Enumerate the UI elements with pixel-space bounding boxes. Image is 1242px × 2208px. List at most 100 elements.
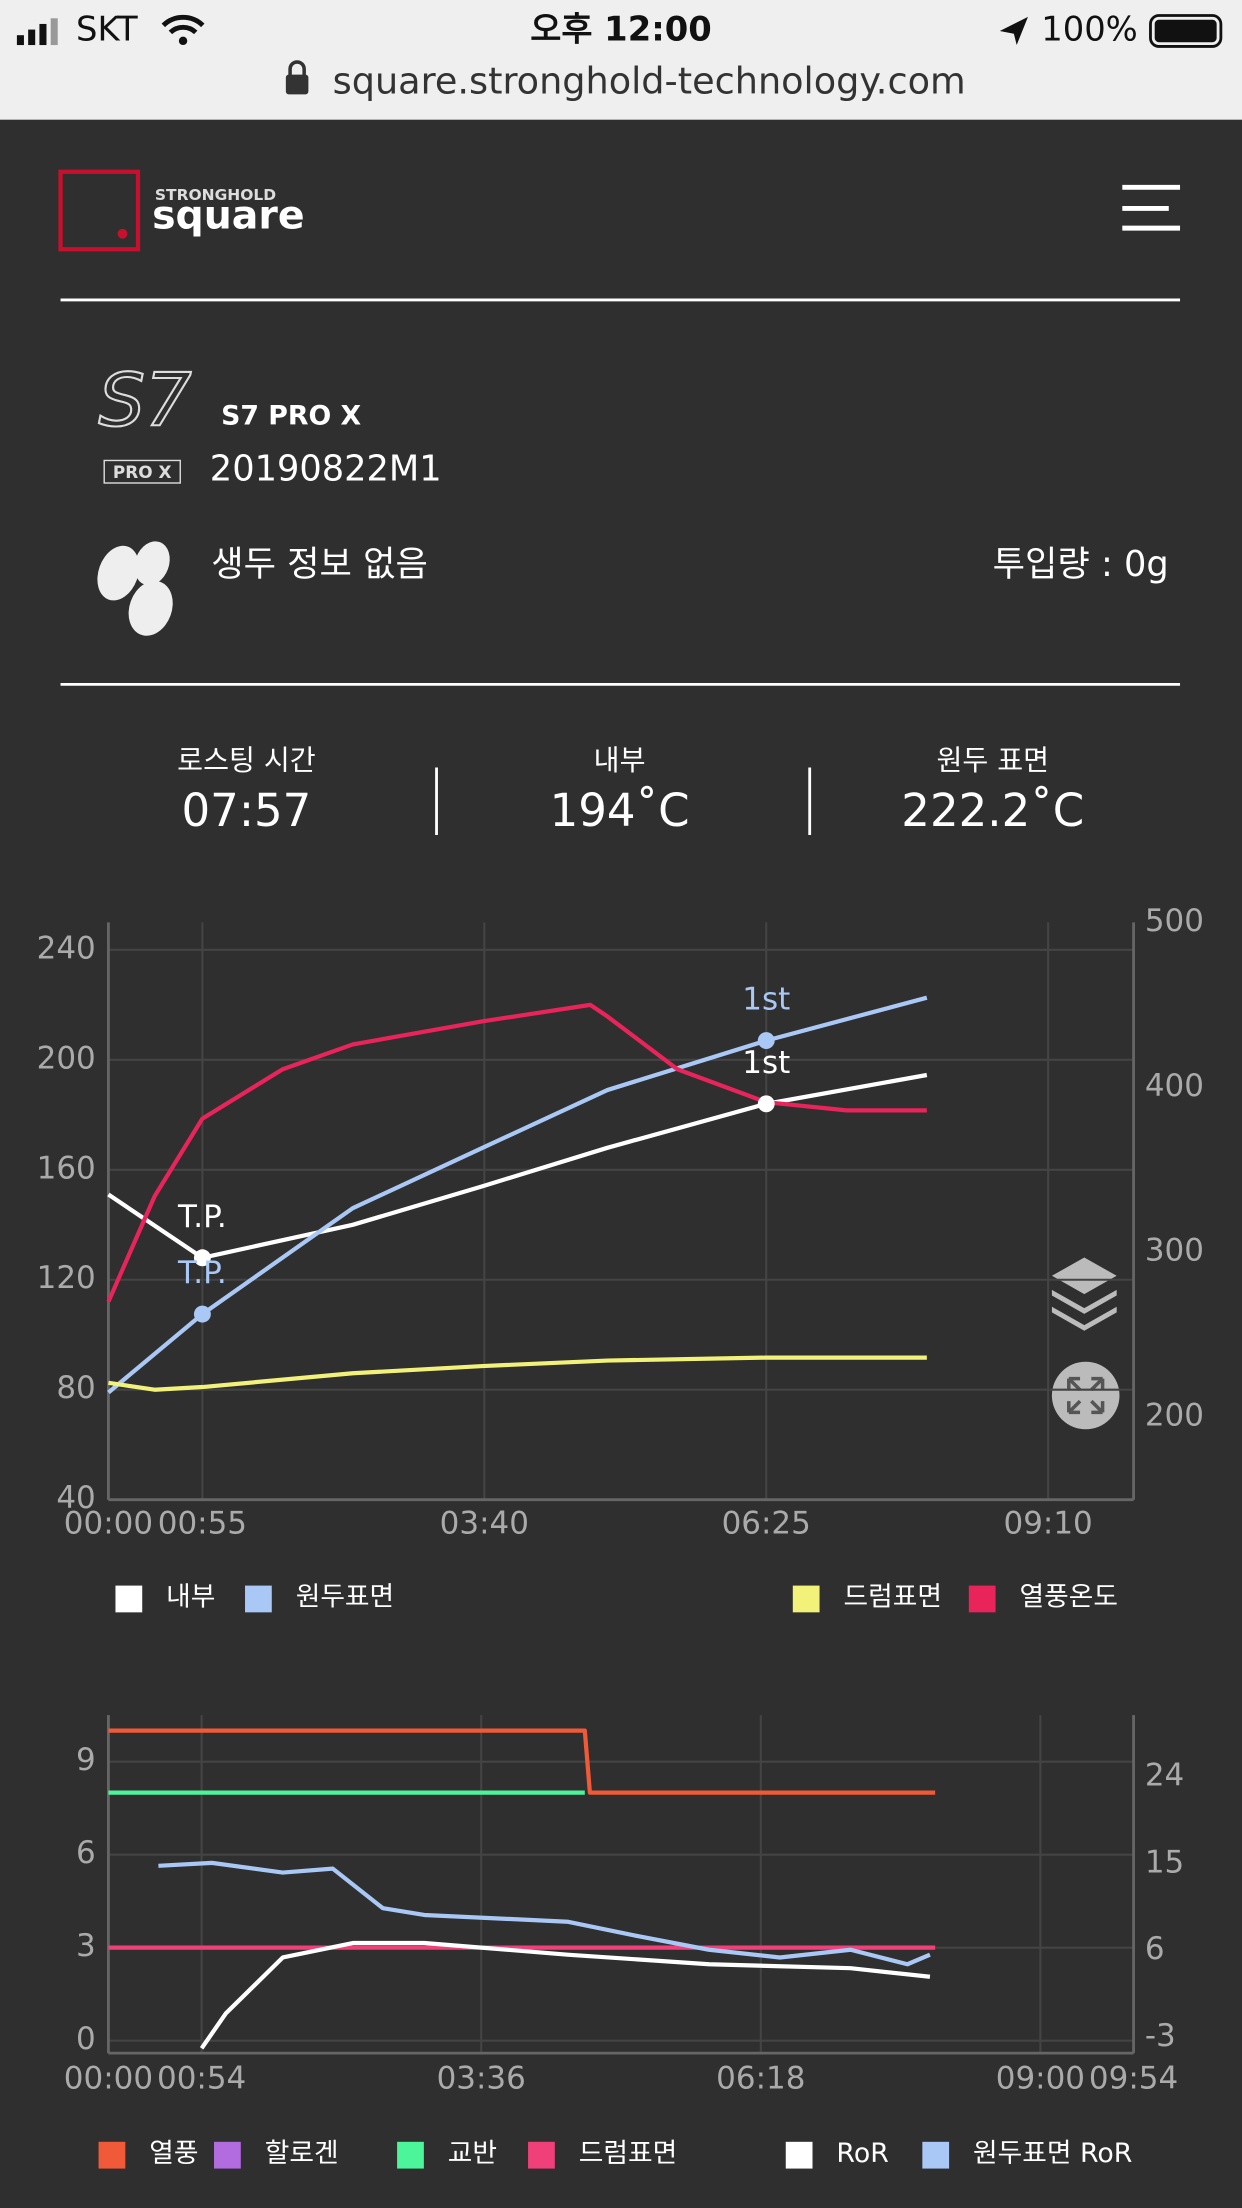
- annotation-marker: [193, 1249, 211, 1267]
- brand: square: [152, 193, 304, 239]
- device-serial: 20190822M1: [210, 448, 442, 489]
- y2-tick-label: 500: [1145, 903, 1204, 939]
- legend-label: 열풍: [149, 2138, 198, 2169]
- y-tick-label: 3: [76, 1928, 96, 1964]
- legend-label: 드럼표면: [843, 1582, 941, 1613]
- device-model: S7 PRO X: [221, 400, 361, 431]
- series-line: [108, 1355, 927, 1392]
- annotation-marker: [193, 1305, 211, 1323]
- stat-label: 로스팅 시간: [177, 744, 315, 777]
- y-tick-label: 6: [76, 1835, 96, 1871]
- annotation-label: T.P.: [177, 1255, 227, 1291]
- bean-info: 생두 정보 없음: [211, 544, 428, 585]
- battery-icon: [1149, 14, 1223, 48]
- legend-swatch: [528, 2141, 555, 2169]
- x-tick-label: 06:18: [716, 2060, 805, 2096]
- battery-percent: 100%: [1041, 9, 1138, 48]
- x-tick-label: 00:54: [157, 2060, 246, 2096]
- legend-label: RoR: [836, 2138, 888, 2169]
- series-line: [158, 1860, 931, 1967]
- y-tick-label: 160: [37, 1150, 96, 1186]
- carrier: SKT: [76, 9, 138, 48]
- y-tick-label: 120: [37, 1260, 96, 1296]
- legend-swatch: [922, 2141, 950, 2169]
- bean-icon: [97, 541, 173, 636]
- legend-swatch: [214, 2141, 241, 2169]
- stat-label: 원두 표면: [936, 744, 1049, 777]
- fullscreen-glyph: [1067, 1376, 1105, 1415]
- legend-swatch: [397, 2141, 424, 2169]
- x-tick-label: 03:40: [440, 1506, 529, 1542]
- device-logo: S7: [99, 359, 192, 444]
- menu-icon[interactable]: [1122, 184, 1181, 231]
- lock-icon: [285, 74, 309, 95]
- status-bar: [0, 0, 1242, 120]
- y-tick-label: 0: [76, 2021, 96, 2057]
- y-tick-label: 40: [56, 1480, 95, 1516]
- x-tick-label: 09:54: [1089, 2060, 1178, 2096]
- x-tick-label: 00:00: [64, 2060, 153, 2096]
- battery-level: [1154, 19, 1217, 43]
- signal-icon: [16, 18, 58, 46]
- logo-sub-box: [103, 459, 181, 484]
- legend-swatch: [98, 2141, 126, 2169]
- stat-value: 07:57: [182, 784, 312, 837]
- y2-tick-label: 15: [1145, 1844, 1184, 1880]
- legend-label: 할로겐: [265, 2138, 339, 2169]
- y-tick-label: 80: [56, 1370, 95, 1406]
- location-icon: [999, 16, 1028, 46]
- legend-swatch: [245, 1585, 272, 1613]
- y2-tick-label: 200: [1145, 1398, 1204, 1434]
- y2-tick-label: 24: [1145, 1757, 1184, 1793]
- series-line: [106, 1002, 927, 1303]
- y2-tick-label: 400: [1145, 1068, 1204, 1104]
- y-tick-label: 9: [76, 1742, 96, 1778]
- legend-swatch: [792, 1585, 820, 1613]
- bean-input: 투입량 : 0g: [993, 544, 1169, 585]
- stat-value: 222.2˚C: [901, 784, 1084, 837]
- legend-label: 원두표면 RoR: [973, 2138, 1132, 2169]
- lock-shackle: [288, 60, 306, 77]
- y2-tick-label: -3: [1145, 2018, 1176, 2054]
- legend-label: 열풍온도: [1020, 1582, 1118, 1613]
- logo-dot: [117, 228, 128, 239]
- clock: 오후 12:00: [530, 9, 711, 48]
- legend-swatch: [968, 1585, 996, 1613]
- annotation-marker: [757, 1095, 775, 1113]
- wifi-dot: [178, 36, 188, 46]
- legend-label: 내부: [166, 1582, 215, 1613]
- legend-label: 원두표면: [296, 1582, 394, 1613]
- stat-value: 194˚C: [550, 784, 690, 837]
- device-logo-sub: PRO X: [113, 462, 172, 482]
- brand-top: STRONGHOLD: [155, 186, 276, 204]
- y2-tick-label: 6: [1145, 1931, 1165, 1967]
- annotation-label: 1st: [742, 1045, 790, 1081]
- y2-tick-label: 300: [1145, 1233, 1204, 1269]
- legend-label: 교반: [448, 2138, 497, 2169]
- logo-box[interactable]: [58, 169, 141, 252]
- x-tick-label: 06:25: [722, 1506, 811, 1542]
- x-tick-label: 09:10: [1004, 1506, 1093, 1542]
- fullscreen-button[interactable]: [1051, 1361, 1120, 1430]
- annotation-label: T.P.: [177, 1199, 227, 1235]
- annotation-marker: [757, 1032, 775, 1050]
- x-tick-label: 09:00: [996, 2060, 1085, 2096]
- series-line: [108, 1728, 936, 1795]
- wifi-icon: [161, 14, 205, 35]
- legend-swatch: [115, 1585, 143, 1613]
- annotation-label: 1st: [742, 982, 790, 1018]
- x-tick-label: 00:55: [158, 1506, 247, 1542]
- stat-label: 내부: [594, 744, 646, 777]
- legend-swatch: [785, 2141, 813, 2169]
- series-line: [199, 1940, 931, 2050]
- x-tick-label: 00:00: [64, 1506, 153, 1542]
- y-tick-label: 240: [37, 930, 96, 966]
- x-tick-label: 03:36: [437, 2060, 526, 2096]
- url[interactable]: square.stronghold-technology.com: [333, 60, 966, 103]
- y-tick-label: 200: [37, 1040, 96, 1076]
